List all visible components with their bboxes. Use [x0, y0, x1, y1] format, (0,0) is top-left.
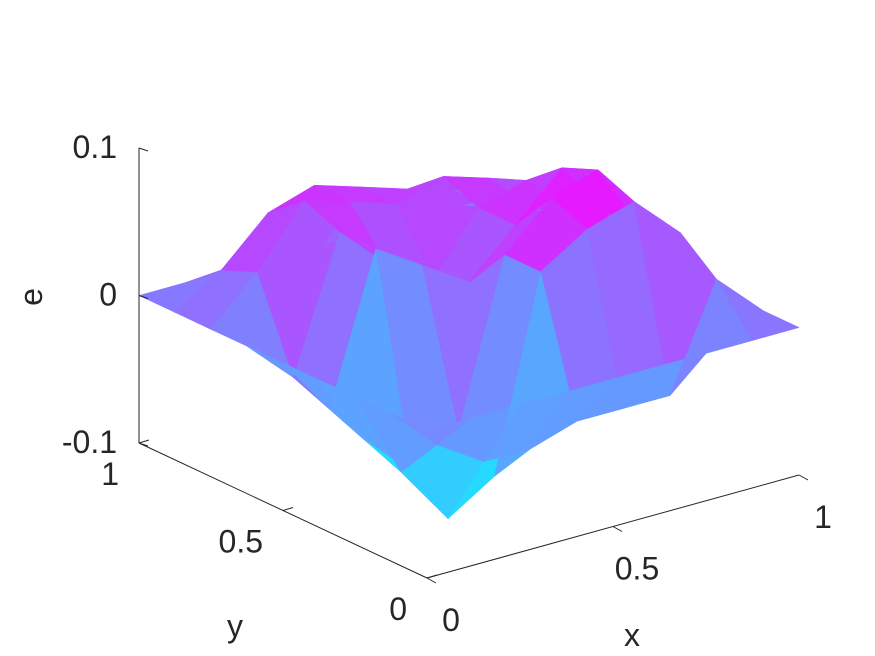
z-tick-mark [138, 442, 149, 447]
x-axis-label: x [624, 617, 640, 653]
z-tick-mark [138, 295, 149, 299]
y-tick-label: 1 [101, 456, 119, 492]
x-tick-mark [426, 577, 437, 584]
x-tick-mark [612, 526, 623, 532]
z-axis-label: e [13, 288, 49, 306]
y-tick-mark [282, 507, 294, 511]
axis-labels: x y e [13, 288, 640, 653]
x-tick-mark [798, 474, 809, 481]
surface [138, 167, 800, 519]
surface-patch [716, 278, 800, 341]
x-tick-label: 0.5 [615, 551, 659, 587]
z-tick-label: -0.1 [62, 424, 117, 460]
z-tick-label: 0.1 [73, 129, 117, 165]
y-tick-label: 0 [389, 591, 407, 627]
y-tick-label: 0.5 [219, 524, 263, 560]
z-tick-label: 0 [99, 277, 117, 313]
x-tick-label: 0 [442, 602, 460, 638]
y-tick-mark [426, 574, 438, 579]
x-tick-label: 1 [814, 499, 832, 535]
z-tick-mark [138, 147, 149, 152]
y-axis-label: y [227, 608, 243, 644]
y-tick-mark [138, 439, 150, 444]
